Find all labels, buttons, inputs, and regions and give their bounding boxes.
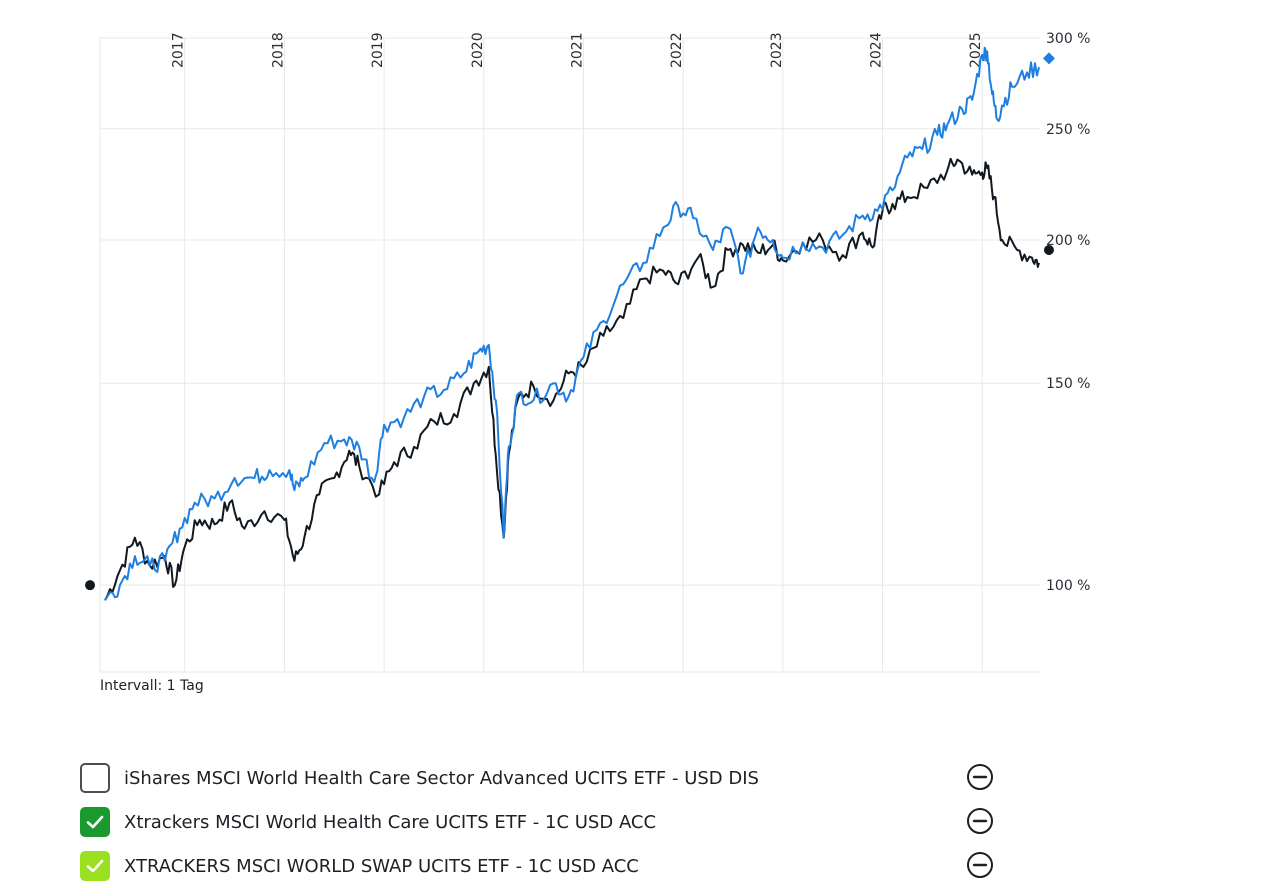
y-tick-label: 300 % [1046, 31, 1090, 47]
x-tick-label: 2021 [569, 32, 585, 68]
y-tick-label: 150 % [1046, 376, 1090, 392]
performance-chart: 2017 2018 2019 2020 2021 2022 2023 2024 2025 100… [85, 31, 1090, 673]
chart-series [104, 46, 1040, 601]
minus-circle-icon[interactable] [966, 851, 994, 879]
x-tick-label: 2020 [470, 32, 486, 68]
series-end-marker [1043, 245, 1054, 256]
minus-circle-icon[interactable] [966, 807, 994, 835]
x-tick-label: 2023 [769, 32, 785, 68]
x-tick-label: 2025 [968, 32, 984, 68]
check-icon [86, 815, 104, 829]
chart-markers [85, 52, 1055, 591]
minus-circle-icon[interactable] [966, 763, 994, 791]
legend-label: XTRACKERS MSCI WORLD SWAP UCITS ETF - 1C… [124, 855, 639, 877]
series-end-marker-diamond [1042, 52, 1055, 65]
legend-checkbox-checked[interactable] [80, 807, 110, 837]
interval-label: Intervall: 1 Tag [100, 678, 204, 694]
x-tick-label: 2018 [270, 32, 286, 68]
y-axis: 100 % 150 % 200 % 250 % 300 % [1046, 31, 1090, 594]
legend: iShares MSCI World Health Care Sector Ad… [80, 756, 1020, 888]
series-line-2 [104, 46, 1040, 601]
legend-checkbox-checked[interactable] [80, 851, 110, 881]
x-axis: 2017 2018 2019 2020 2021 2022 2023 2024 2025 [171, 32, 984, 68]
y-tick-label: 100 % [1046, 578, 1090, 594]
x-tick-label: 2019 [370, 32, 386, 68]
x-tick-label: 2024 [869, 32, 885, 68]
y-tick-label: 200 % [1046, 233, 1090, 249]
series-start-marker [85, 580, 96, 591]
y-tick-label: 250 % [1046, 122, 1090, 138]
chart-grid [99, 37, 1040, 673]
legend-item[interactable]: XTRACKERS MSCI WORLD SWAP UCITS ETF - 1C… [80, 844, 1020, 888]
series-line-1 [104, 157, 1040, 601]
legend-item[interactable]: Xtrackers MSCI World Health Care UCITS E… [80, 800, 1020, 844]
x-tick-label: 2022 [669, 32, 685, 68]
legend-item[interactable]: iShares MSCI World Health Care Sector Ad… [80, 756, 1020, 800]
legend-label: Xtrackers MSCI World Health Care UCITS E… [124, 811, 657, 833]
legend-checkbox-unchecked[interactable] [80, 763, 110, 793]
legend-label: iShares MSCI World Health Care Sector Ad… [124, 767, 759, 789]
x-tick-label: 2017 [171, 32, 187, 68]
check-icon [86, 859, 104, 873]
